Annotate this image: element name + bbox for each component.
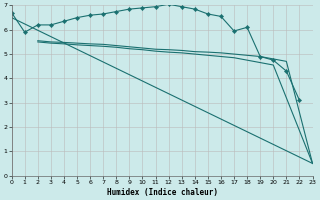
X-axis label: Humidex (Indice chaleur): Humidex (Indice chaleur) — [107, 188, 218, 197]
